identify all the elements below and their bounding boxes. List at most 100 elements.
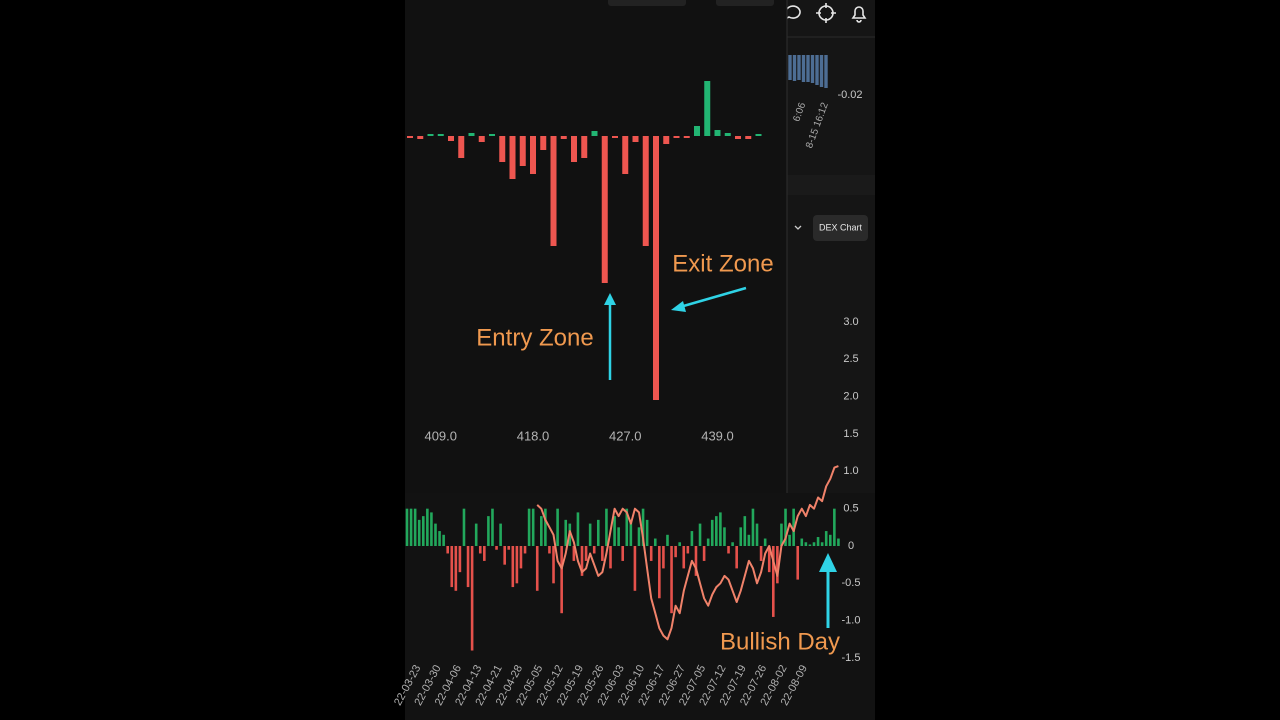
bar <box>548 546 551 554</box>
y-tick-label: 2.5 <box>843 353 858 365</box>
bar <box>780 523 783 546</box>
bell-icon[interactable] <box>851 6 867 23</box>
bar <box>632 136 639 142</box>
bar <box>820 542 824 546</box>
bar <box>724 133 731 136</box>
bar <box>653 136 659 400</box>
bar <box>458 546 462 573</box>
bar <box>613 516 616 546</box>
bar <box>601 546 604 561</box>
bar <box>448 136 454 141</box>
bar <box>503 546 506 565</box>
bar <box>511 546 515 588</box>
bar <box>747 534 751 546</box>
bar <box>540 516 543 546</box>
bar <box>719 512 722 546</box>
annotation: Entry Zone <box>476 324 593 351</box>
bar <box>715 516 718 546</box>
bar <box>792 508 795 546</box>
bar <box>788 55 792 80</box>
bar <box>653 538 657 546</box>
bar <box>571 136 577 162</box>
bar <box>434 523 437 546</box>
bar <box>580 546 584 576</box>
crosshair-lines <box>816 3 836 23</box>
bar <box>788 534 791 546</box>
toolbar-button[interactable] <box>716 0 774 6</box>
x-tick-label: 418.0 <box>517 428 550 443</box>
bar <box>763 538 767 546</box>
dex-chart-button[interactable] <box>813 215 868 241</box>
chat-icon[interactable] <box>783 5 801 21</box>
bar <box>745 136 752 139</box>
bar <box>739 527 743 546</box>
bar <box>523 546 527 554</box>
bar <box>686 546 690 554</box>
y-tick-label: -1.5 <box>842 652 861 664</box>
bar <box>478 136 485 142</box>
bar <box>527 508 531 546</box>
x-tick-label: 427.0 <box>609 428 642 443</box>
bar <box>560 136 567 139</box>
line <box>536 465 839 641</box>
button-label[interactable]: DEX Chart <box>819 222 863 232</box>
bar <box>666 534 669 546</box>
bar <box>819 55 824 87</box>
bar <box>405 508 409 546</box>
bar <box>735 546 738 569</box>
bar <box>499 523 502 546</box>
bar <box>438 531 441 546</box>
bar <box>801 55 806 82</box>
bar <box>530 136 536 174</box>
bar <box>755 523 759 546</box>
bar <box>544 508 547 546</box>
annotation: Exit Zone <box>672 250 773 277</box>
bar <box>442 534 445 546</box>
bar <box>601 136 608 283</box>
bar <box>519 136 526 166</box>
bar <box>507 546 511 550</box>
side-panel <box>787 0 875 493</box>
bar <box>430 512 433 546</box>
bar <box>706 538 710 546</box>
bar <box>468 133 475 136</box>
y-tick-label: 0.5 <box>843 503 858 515</box>
bar <box>800 538 804 546</box>
bar <box>690 531 694 546</box>
bar <box>552 546 555 584</box>
bar <box>767 546 771 573</box>
bar <box>642 136 649 246</box>
bar <box>682 546 686 569</box>
bar <box>581 136 588 158</box>
bar <box>792 55 797 81</box>
bar <box>609 546 612 569</box>
bar <box>499 136 506 162</box>
bar <box>483 546 486 561</box>
bar <box>698 523 702 546</box>
toolbar-button[interactable] <box>608 0 686 6</box>
bar <box>683 136 690 138</box>
bar <box>743 516 747 546</box>
y-tick-label: 0 <box>848 540 854 552</box>
bar <box>621 546 625 561</box>
toolbar-icons[interactable] <box>783 3 867 23</box>
bar <box>694 546 698 576</box>
bar <box>454 546 458 591</box>
bar <box>797 55 801 80</box>
bar <box>759 546 763 561</box>
bar <box>591 131 598 136</box>
bar <box>519 546 523 569</box>
bar <box>427 134 434 136</box>
arrows <box>604 286 837 628</box>
bar <box>446 546 449 554</box>
bar <box>605 508 608 546</box>
divider-band <box>787 175 875 195</box>
bar <box>417 519 421 546</box>
bar <box>637 527 641 546</box>
annotation: Bullish Day <box>720 628 840 655</box>
bar <box>810 55 815 83</box>
x-tick-label: 409.0 <box>424 428 457 443</box>
y-tick-label: 1.0 <box>843 465 858 477</box>
dropdown-chevron[interactable] <box>794 225 802 230</box>
